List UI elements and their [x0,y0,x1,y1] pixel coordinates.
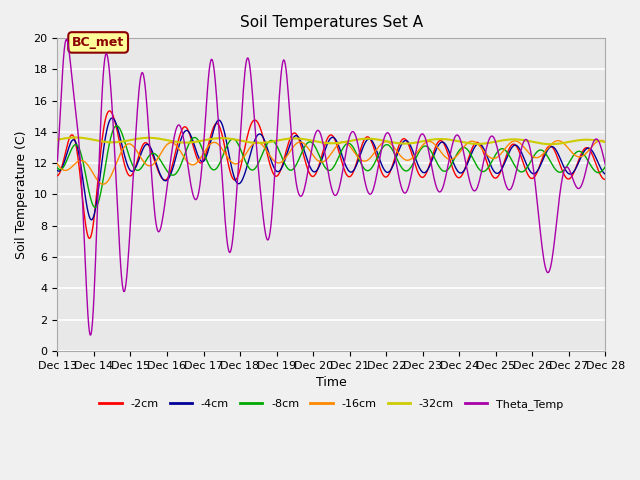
X-axis label: Time: Time [316,376,347,389]
Y-axis label: Soil Temperature (C): Soil Temperature (C) [15,130,28,259]
Legend: -2cm, -4cm, -8cm, -16cm, -32cm, Theta_Temp: -2cm, -4cm, -8cm, -16cm, -32cm, Theta_Te… [95,394,568,414]
Title: Soil Temperatures Set A: Soil Temperatures Set A [240,15,423,30]
Text: BC_met: BC_met [72,36,124,49]
